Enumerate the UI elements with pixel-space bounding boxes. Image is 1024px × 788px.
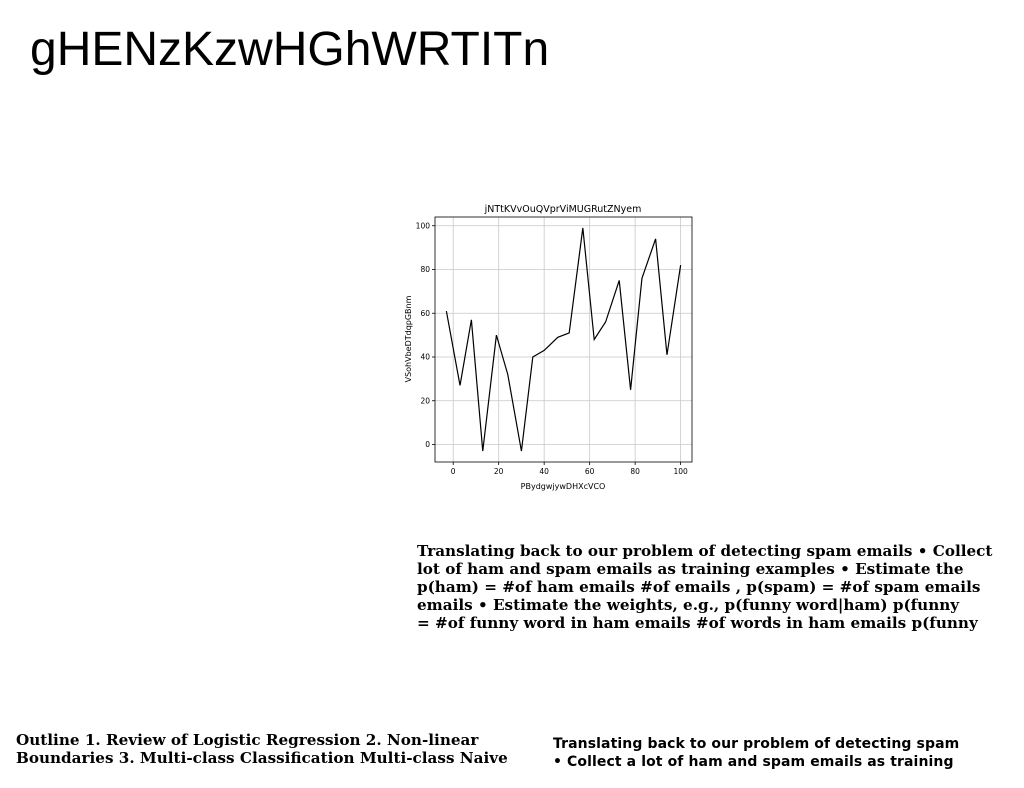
x-tick-label: 40 [539, 467, 549, 476]
plot-frame [434, 216, 693, 463]
x-tick-label: 60 [585, 467, 595, 476]
line-chart: 0 20 40 60 80 100 0 20 40 60 80 100 jNTtKVvOuQVprVi… [400, 198, 700, 498]
x-tick-label: 100 [673, 467, 688, 476]
spam-detection-summary: Translating back to our problem of detec… [553, 736, 960, 770]
y-tick-label: 20 [420, 396, 430, 405]
chart-title: jNTtKVvOuQVprViMUGRutZNyem [484, 204, 642, 215]
y-tick-label: 0 [425, 440, 430, 449]
y-tick-label: 100 [416, 221, 431, 230]
x-tick-label: 20 [494, 467, 504, 476]
x-tick-label: 0 [451, 467, 456, 476]
chart-ticks: 0 20 40 60 80 100 0 20 40 60 80 100 [416, 221, 688, 476]
series-line [445, 227, 682, 452]
outline-paragraph: Outline 1. Review of Logistic Regression… [16, 731, 508, 767]
y-tick-label: 40 [420, 353, 430, 362]
y-tick-label: 80 [420, 265, 430, 274]
y-tick-label: 60 [420, 309, 430, 318]
page-title: gHENzKzwHGhWRTITn [30, 23, 550, 76]
x-tick-label: 80 [630, 467, 640, 476]
chart-svg: 0 20 40 60 80 100 0 20 40 60 80 100 jNTtKVvOuQVprVi… [404, 204, 693, 491]
x-axis-label: PBydgwjywDHXcVCO [521, 482, 606, 491]
spam-detection-paragraph: Translating back to our problem of detec… [417, 542, 993, 632]
y-axis-label: VSohVbeDTdqpGBnm [404, 295, 413, 382]
